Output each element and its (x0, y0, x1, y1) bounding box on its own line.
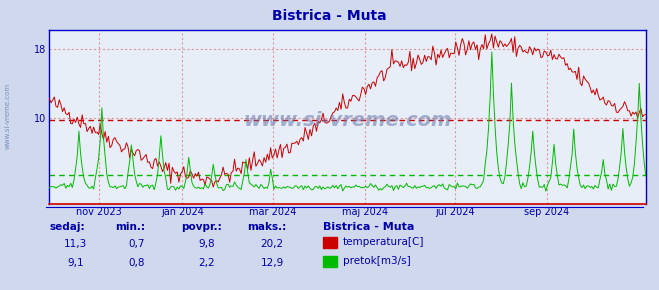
Text: min.:: min.: (115, 222, 146, 232)
Text: www.si-vreme.com: www.si-vreme.com (243, 111, 452, 130)
Text: maks.:: maks.: (247, 222, 287, 232)
Text: 9,1: 9,1 (67, 258, 84, 268)
Text: 20,2: 20,2 (260, 239, 284, 249)
Text: 2,2: 2,2 (198, 258, 215, 268)
Text: 12,9: 12,9 (260, 258, 284, 268)
Text: povpr.:: povpr.: (181, 222, 222, 232)
Text: temperatura[C]: temperatura[C] (343, 237, 424, 247)
Text: 11,3: 11,3 (64, 239, 88, 249)
Text: Bistrica - Muta: Bistrica - Muta (272, 9, 387, 23)
Text: 9,8: 9,8 (198, 239, 215, 249)
Text: www.si-vreme.com: www.si-vreme.com (5, 83, 11, 149)
Text: Bistrica - Muta: Bistrica - Muta (323, 222, 415, 232)
Text: pretok[m3/s]: pretok[m3/s] (343, 256, 411, 266)
Text: 0,8: 0,8 (129, 258, 146, 268)
Text: sedaj:: sedaj: (49, 222, 85, 232)
Text: 0,7: 0,7 (129, 239, 146, 249)
